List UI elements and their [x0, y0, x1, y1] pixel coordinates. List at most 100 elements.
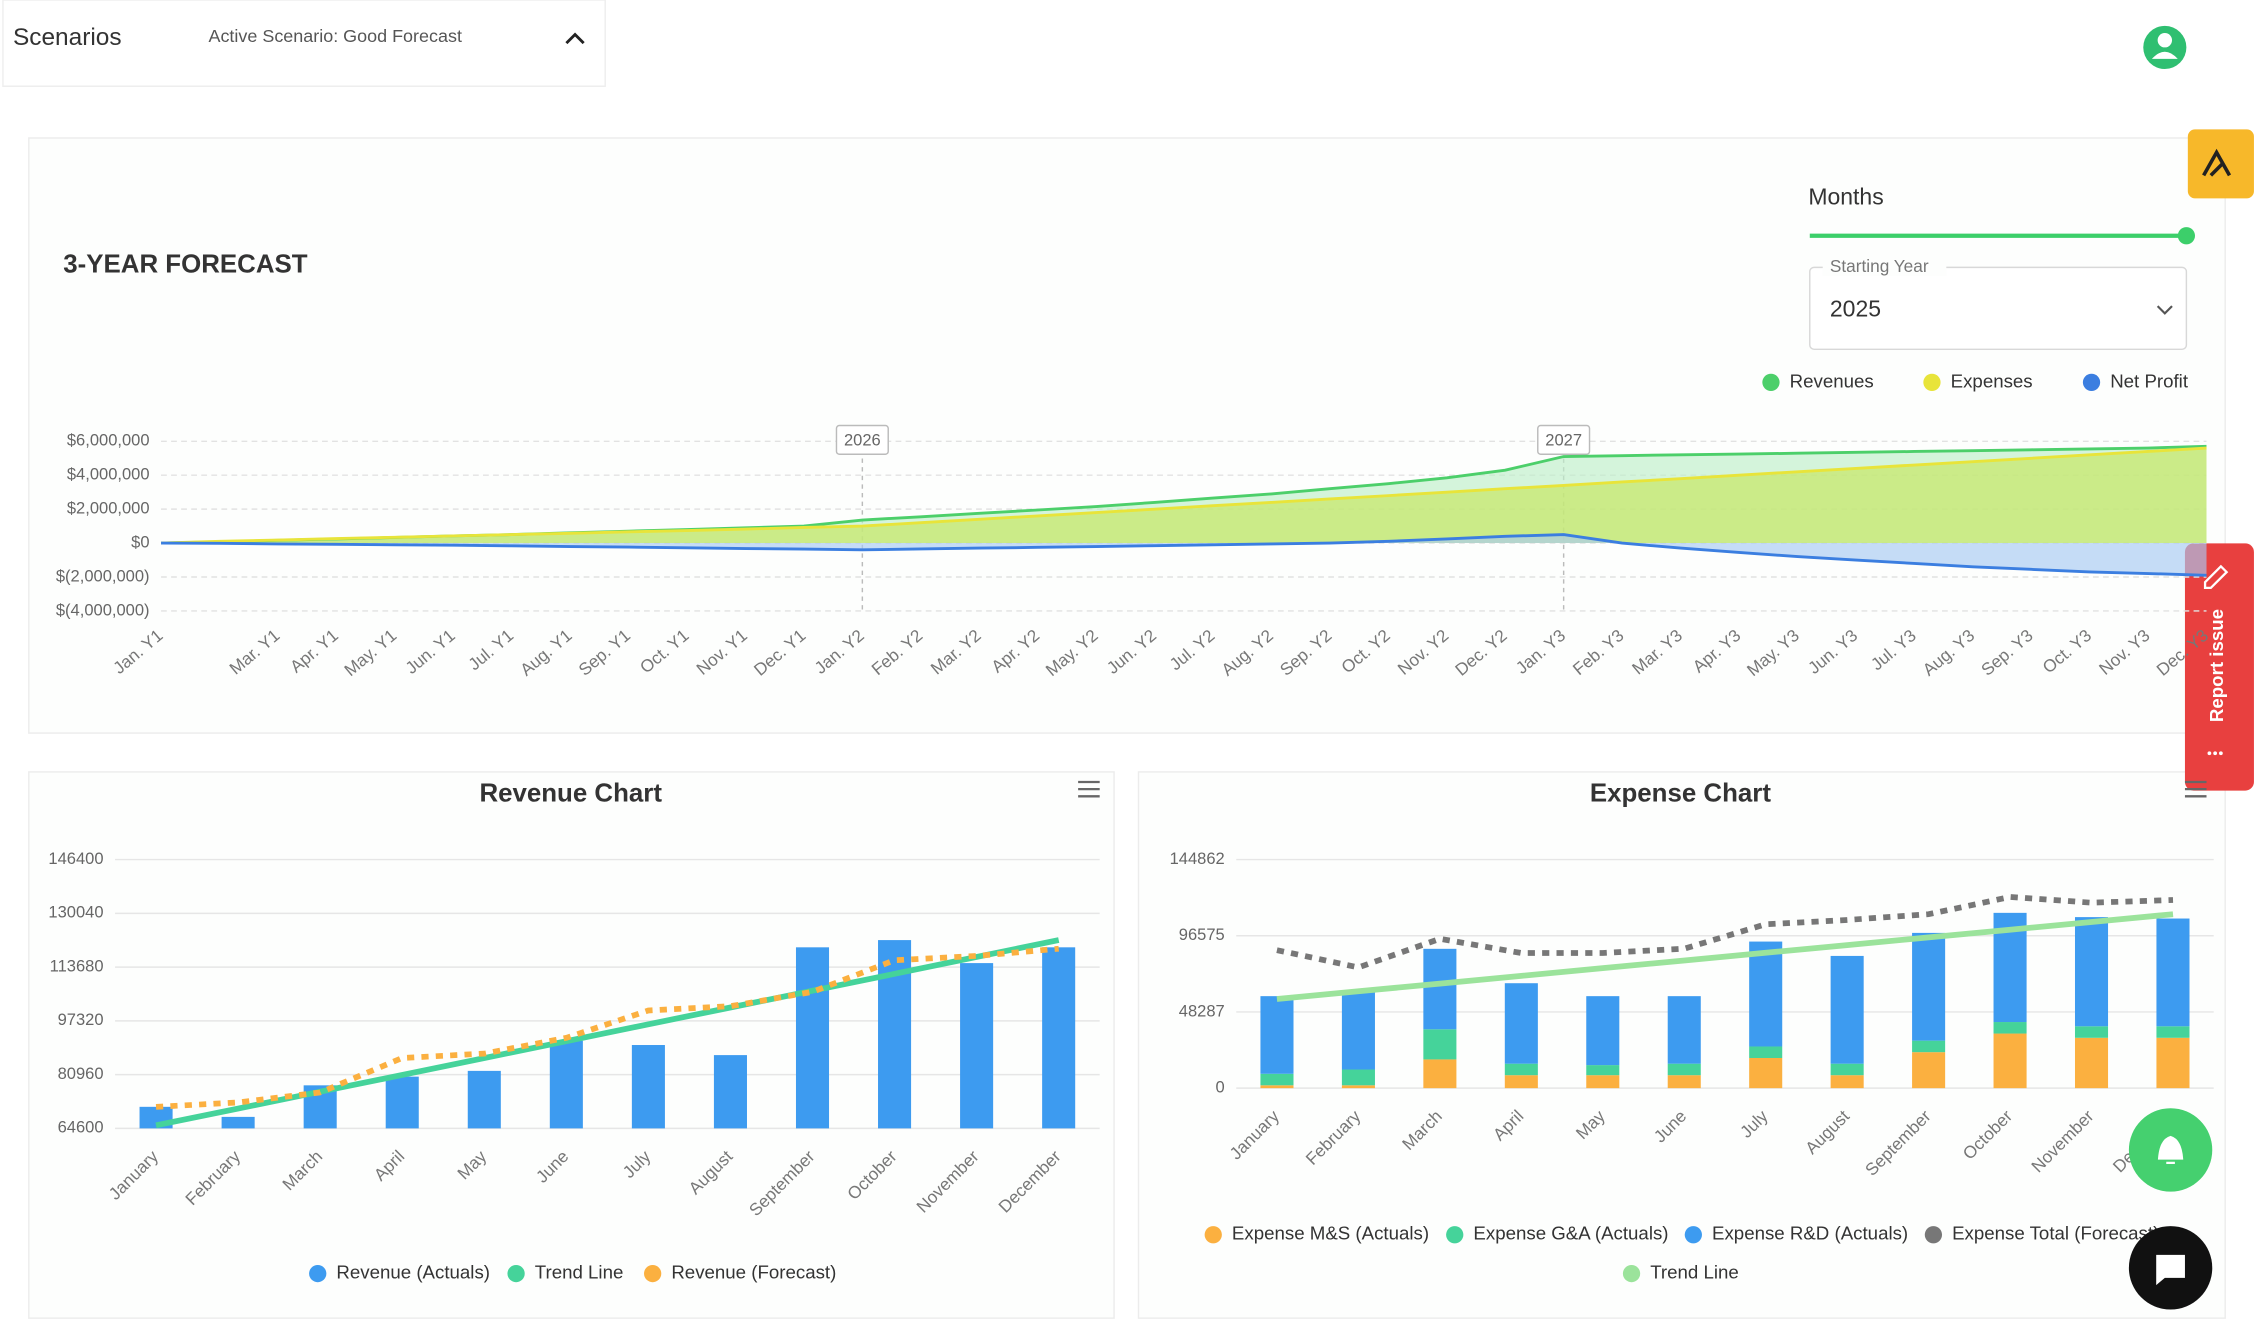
legend-label: Revenue (Forecast): [671, 1262, 836, 1283]
bar: [1912, 1052, 1946, 1089]
bar: [1260, 1085, 1294, 1089]
series-area: [161, 448, 2207, 544]
y-tick-label: $4,000,000: [67, 465, 150, 484]
legend-label: Expense R&D (Actuals): [1712, 1223, 1908, 1244]
bar: [1341, 1085, 1375, 1089]
legend-label: Expense M&S (Actuals): [1232, 1223, 1429, 1244]
bar: [878, 940, 912, 1129]
scenario-bar[interactable]: [2, 0, 606, 87]
legend-label: Trend Line: [535, 1262, 624, 1283]
avatar-body: [2151, 51, 2178, 59]
bar: [1423, 1029, 1457, 1060]
y-tick-label: $(4,000,000): [56, 600, 150, 619]
legend-marker: [1204, 1226, 1222, 1244]
bar: [1260, 1073, 1294, 1086]
legend-marker: [309, 1264, 327, 1283]
y-tick-label: 146400: [48, 849, 103, 868]
expense-menu[interactable]: [2184, 780, 2207, 798]
bar: [1912, 932, 1946, 1041]
slider-thumb[interactable]: [2177, 227, 2196, 245]
year-select[interactable]: [1809, 266, 2188, 351]
bar: [1667, 1075, 1701, 1089]
series-line: [155, 945, 1059, 1110]
revenue-menu[interactable]: [1078, 780, 1100, 798]
y-tick-label: 96575: [1179, 925, 1225, 944]
bar: [1341, 991, 1375, 1070]
annotation-box: [1537, 424, 1591, 455]
series-area: [161, 534, 2207, 576]
bar: [795, 947, 830, 1129]
assistant-icon: [2202, 148, 2232, 177]
active-scenario: Active Scenario: Good Forecast: [208, 26, 461, 46]
year-value: 2025: [1830, 296, 1881, 322]
legend-marker: [1684, 1226, 1702, 1244]
bar: [1993, 1033, 2027, 1089]
bar: [1667, 996, 1701, 1064]
legend-marker: [1446, 1226, 1464, 1244]
legend-label: Expense G&A (Actuals): [1473, 1223, 1668, 1244]
bar: [2156, 918, 2190, 1027]
chart-title: Expense Chart: [1590, 780, 1771, 808]
bar: [385, 1076, 419, 1129]
dot: [2219, 751, 2223, 756]
chevron[interactable]: [565, 32, 585, 45]
legend-marker: [1622, 1264, 1641, 1283]
bar: [1504, 1075, 1538, 1089]
bar: [1830, 1075, 1864, 1089]
series-line: [161, 533, 2207, 577]
y-tick-label: 80960: [58, 1064, 104, 1083]
dot: [2207, 751, 2212, 756]
bar: [1423, 948, 1457, 1030]
bar: [1423, 1059, 1457, 1089]
legend-marker: [2082, 373, 2101, 391]
bar: [1749, 1046, 1783, 1059]
bar: [1586, 996, 1620, 1066]
bell-icon: [2157, 1135, 2184, 1164]
bar: [2074, 1037, 2109, 1089]
bar: [960, 963, 994, 1129]
y-tick-label: $(2,000,000): [56, 566, 150, 585]
legend-label: Expense Total (Forecast): [1952, 1223, 2159, 1244]
bar: [1504, 1063, 1538, 1076]
annotation-box: [835, 424, 889, 455]
y-tick-label: $0: [131, 532, 149, 551]
bar: [1586, 1065, 1620, 1076]
legend-marker: [507, 1264, 525, 1283]
bar: [467, 1070, 501, 1129]
chart-title: Revenue Chart: [479, 780, 662, 808]
bar: [1667, 1063, 1701, 1076]
label-gap: [1822, 258, 1947, 276]
bar: [2074, 1026, 2109, 1038]
annotation-label: 2026: [844, 431, 881, 450]
y-tick-label: 0: [1216, 1077, 1225, 1096]
bar: [1993, 1022, 2027, 1034]
bar: [1341, 1069, 1375, 1086]
chat-icon: [2156, 1254, 2185, 1286]
bar: [1749, 1058, 1783, 1089]
report-tab[interactable]: [2184, 543, 2254, 791]
page-title: 3-YEAR FORECAST: [63, 251, 307, 279]
y-tick-label: 97320: [58, 1010, 104, 1029]
y-tick-label: $6,000,000: [67, 431, 150, 450]
legend-label: Trend Line: [1650, 1262, 1739, 1283]
bar: [1749, 941, 1783, 1047]
period-label: Months: [1808, 183, 1883, 209]
bar: [1504, 983, 1538, 1064]
y-tick-label: 48287: [1179, 1001, 1225, 1020]
legend-marker: [1924, 1226, 1943, 1244]
y-tick-label: 113680: [50, 956, 104, 975]
series-line: [155, 937, 1060, 1129]
select-arrow: [2156, 305, 2173, 315]
bar: [713, 1055, 747, 1129]
legend-marker: [1923, 373, 1941, 391]
bar: [2156, 1026, 2190, 1038]
y-tick-label: $2,000,000: [67, 498, 150, 517]
header-title: Scenarios: [13, 24, 122, 51]
legend-marker: [644, 1264, 662, 1283]
avatar-head: [2157, 33, 2173, 48]
y-tick-label: 64600: [58, 1118, 104, 1137]
legend-label: Net Profit: [2110, 370, 2189, 391]
dot: [2213, 751, 2218, 756]
bar: [1830, 955, 1864, 1064]
